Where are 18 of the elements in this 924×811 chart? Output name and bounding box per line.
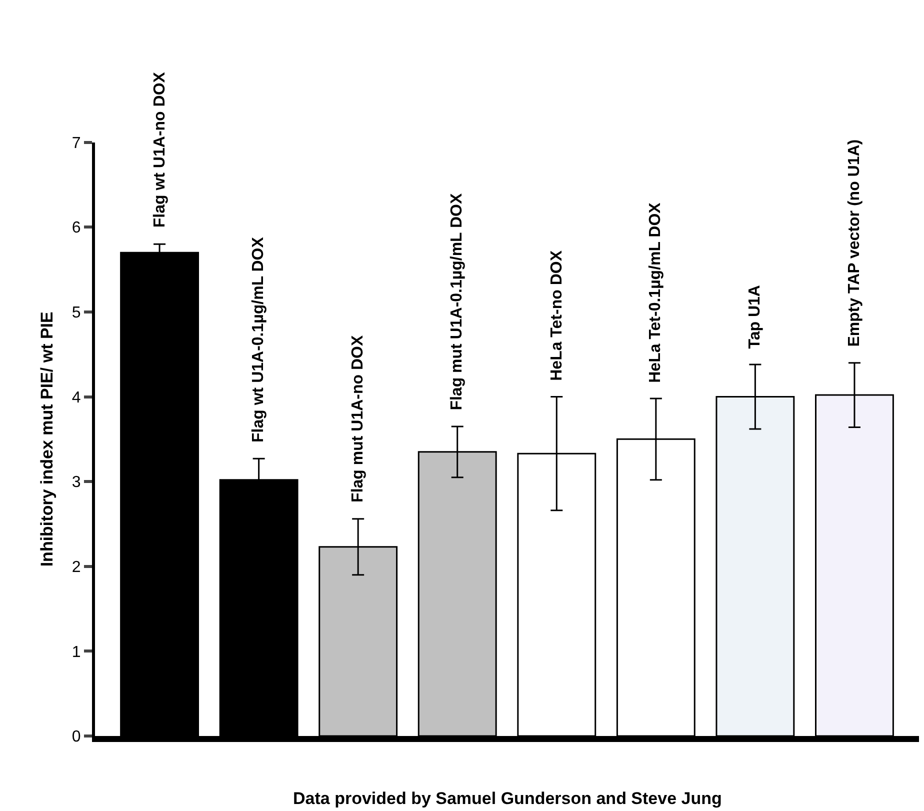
- y-tick-label: 4: [72, 389, 81, 406]
- x-tick-label: Flag mut U1A-0.1µg/mL DOX: [448, 193, 466, 410]
- x-tick-label: HeLa Tet-0.1µg/mL DOX: [646, 202, 664, 383]
- y-tick-label: 1: [72, 644, 81, 661]
- y-tick-label: 2: [72, 558, 81, 576]
- text: Data provided by Samuel Gunderson and Steve Jung: [293, 789, 722, 808]
- x-tick-label: Flag wt U1A-no DOX: [151, 72, 168, 228]
- x-tick-label: Empty TAP vector (no U1A): [846, 139, 864, 347]
- x-tick-label: Tap U1A: [746, 284, 764, 349]
- y-tick-label: 0: [72, 728, 81, 746]
- x-tick-label: Flag mut U1A-no DOX: [350, 335, 367, 502]
- x-tick-label: Flag wt U1A-0.1µg/mL DOX: [250, 236, 268, 442]
- y-tick-label: 3: [72, 474, 81, 492]
- x-tick-label: HeLa Tet-no DOX: [548, 250, 566, 381]
- y-tick-label: 5: [72, 304, 81, 322]
- y-tick-label: 6: [72, 220, 81, 237]
- y-tick-label: 7: [72, 134, 81, 152]
- y-axis-title: Inhibitory index mut PIE/ wt PIE: [37, 312, 56, 567]
